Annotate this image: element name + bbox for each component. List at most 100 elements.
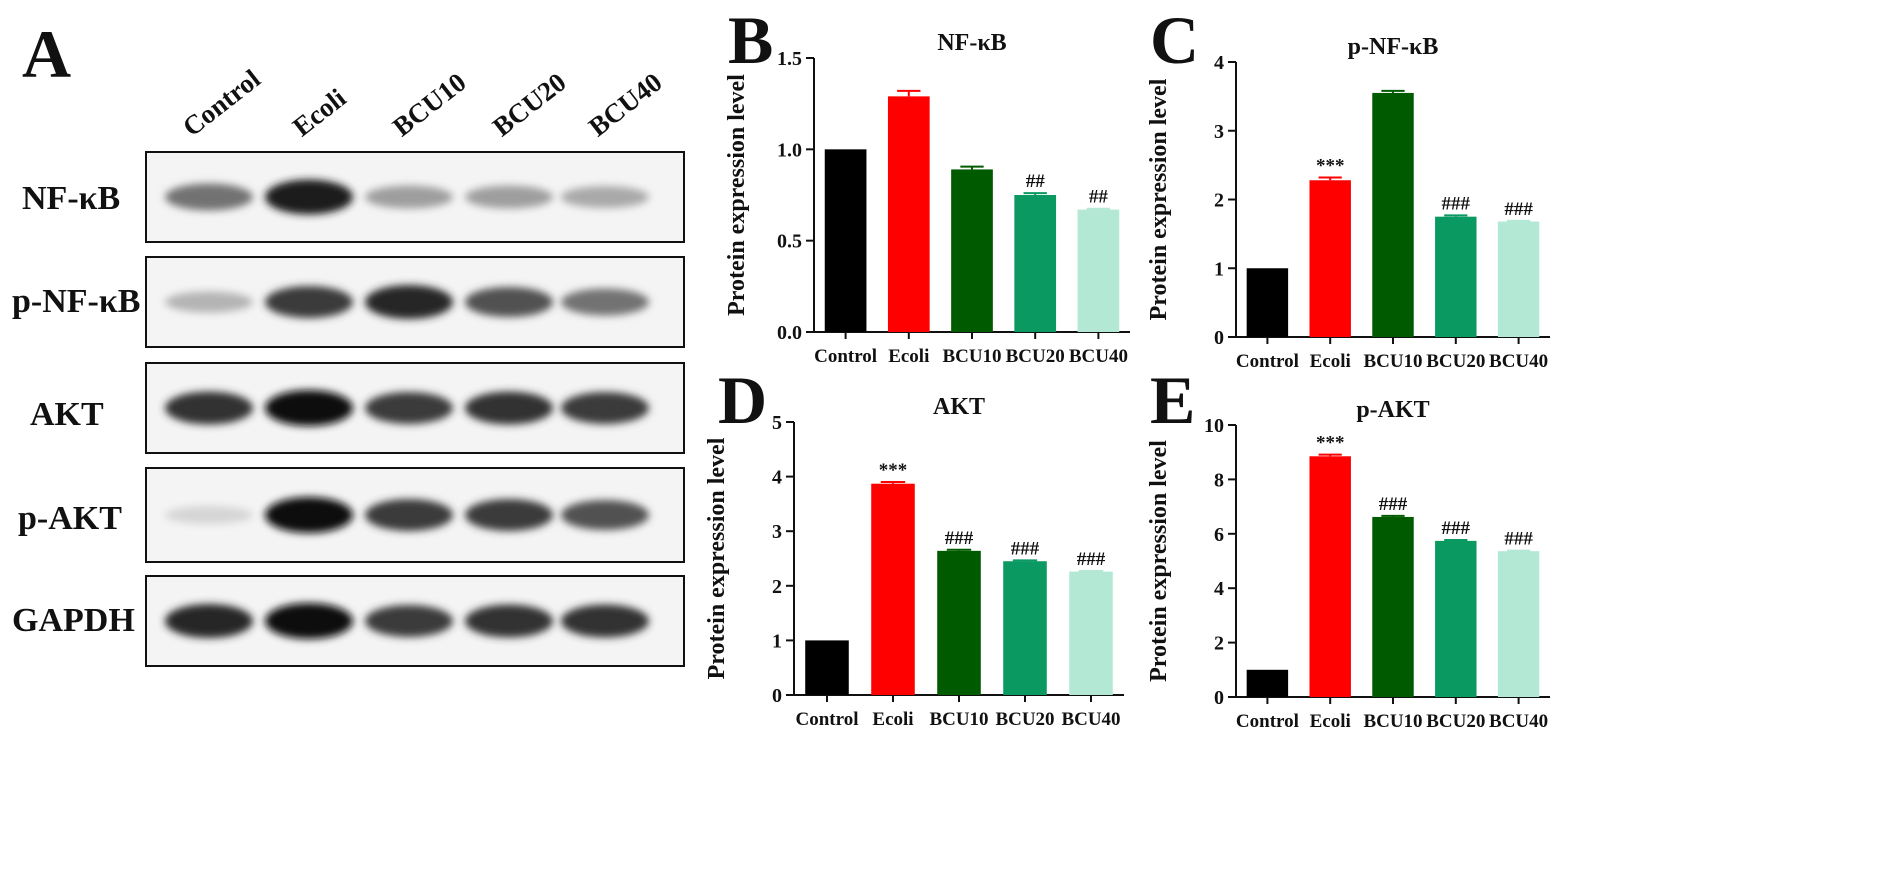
blot-band bbox=[165, 291, 253, 313]
significance-label: ### bbox=[1379, 494, 1408, 515]
blot-band bbox=[265, 286, 353, 318]
blot-band bbox=[561, 500, 649, 530]
blot-band bbox=[465, 499, 553, 531]
bar-control bbox=[1246, 669, 1289, 697]
y-axis-label: Protein expression level bbox=[724, 74, 750, 316]
panel-letter-d: D bbox=[718, 362, 768, 438]
blot-band bbox=[165, 604, 253, 638]
blot-band bbox=[265, 603, 353, 639]
x-tick-label: Control bbox=[1236, 351, 1299, 372]
bar-bcu20 bbox=[1014, 195, 1057, 332]
bar-bcu20 bbox=[1435, 216, 1477, 337]
blot-band bbox=[561, 288, 649, 316]
bar-control bbox=[805, 640, 849, 695]
x-tick-label: BCU40 bbox=[1061, 709, 1120, 730]
bar-bcu10 bbox=[1372, 516, 1414, 697]
significance-label: ### bbox=[1011, 538, 1040, 559]
y-tick-label: 0 bbox=[1214, 327, 1224, 349]
y-tick-label: 3 bbox=[1214, 121, 1224, 143]
x-tick-label: Ecoli bbox=[888, 346, 929, 367]
y-tick-label: 0 bbox=[1214, 687, 1224, 709]
blot-image-nfkb bbox=[147, 153, 683, 241]
x-tick-label: BCU40 bbox=[1489, 711, 1548, 732]
significance-label: ## bbox=[1089, 187, 1109, 208]
significance-label: ### bbox=[1504, 529, 1533, 550]
x-tick-label: BCU20 bbox=[995, 709, 1054, 730]
blot-band bbox=[165, 391, 253, 425]
x-tick-label: BCU10 bbox=[1363, 351, 1422, 372]
y-axis-label: Protein expression level bbox=[1146, 440, 1172, 682]
blot-band bbox=[365, 285, 453, 319]
y-tick-label: 1 bbox=[772, 630, 782, 652]
bar-control bbox=[824, 149, 867, 332]
y-tick-label: 0 bbox=[772, 685, 782, 707]
chart-title: AKT bbox=[933, 394, 985, 420]
y-tick-label: 1.5 bbox=[777, 48, 802, 70]
y-tick-label: 8 bbox=[1214, 469, 1224, 491]
x-tick-label: Control bbox=[796, 709, 859, 730]
significance-label: ### bbox=[1077, 549, 1106, 570]
blot-strip-p-akt bbox=[145, 467, 685, 563]
blot-image-gapdh bbox=[147, 577, 683, 665]
y-tick-label: 3 bbox=[772, 521, 782, 543]
blot-strip-gapdh bbox=[145, 575, 685, 667]
x-tick-label: BCU20 bbox=[1426, 711, 1485, 732]
blot-band bbox=[265, 390, 353, 426]
y-tick-label: 2 bbox=[1214, 190, 1224, 212]
x-tick-label: BCU20 bbox=[1006, 346, 1065, 367]
x-tick-label: Control bbox=[814, 346, 877, 367]
blot-band bbox=[265, 497, 353, 533]
bar-ecoli bbox=[1309, 180, 1351, 337]
blot-band bbox=[465, 287, 553, 317]
y-tick-label: 4 bbox=[1214, 52, 1224, 74]
chart-title: p-AKT bbox=[1356, 397, 1429, 423]
y-tick-label: 5 bbox=[772, 412, 782, 434]
y-tick-label: 2 bbox=[772, 576, 782, 598]
blot-row-label-gapdh: GAPDH bbox=[12, 602, 135, 639]
blot-image-p-akt bbox=[147, 469, 683, 561]
y-tick-label: 2 bbox=[1214, 633, 1224, 655]
x-tick-label: BCU20 bbox=[1426, 351, 1485, 372]
bar-bcu40 bbox=[1077, 209, 1120, 332]
x-tick-label: BCU10 bbox=[942, 346, 1001, 367]
chart-title: NF-κB bbox=[937, 30, 1006, 56]
blot-strip-akt bbox=[145, 362, 685, 454]
y-axis-label: Protein expression level bbox=[704, 437, 730, 679]
x-tick-label: BCU10 bbox=[929, 709, 988, 730]
x-tick-label: Ecoli bbox=[1310, 351, 1351, 372]
significance-label: *** bbox=[1316, 433, 1345, 454]
blot-band bbox=[265, 179, 353, 215]
blot-row-label-nfkb: NF-κB bbox=[22, 180, 121, 217]
blot-row-label-p-akt: p-AKT bbox=[18, 500, 122, 537]
y-tick-label: 6 bbox=[1214, 524, 1224, 546]
bar-bcu20 bbox=[1003, 561, 1047, 695]
blot-band bbox=[465, 185, 553, 209]
x-tick-label: BCU40 bbox=[1069, 346, 1128, 367]
y-tick-label: 4 bbox=[772, 467, 782, 489]
blot-strip-p-nfkb bbox=[145, 256, 685, 348]
bar-bcu40 bbox=[1069, 571, 1113, 695]
blot-band bbox=[465, 604, 553, 638]
x-tick-label: BCU10 bbox=[1363, 711, 1422, 732]
blot-band bbox=[365, 605, 453, 637]
y-tick-label: 0.0 bbox=[777, 322, 802, 344]
x-tick-label: Control bbox=[1236, 711, 1299, 732]
blot-band bbox=[365, 185, 453, 209]
bar-bcu10 bbox=[937, 550, 981, 695]
significance-label: ### bbox=[1442, 193, 1471, 214]
x-tick-label: Ecoli bbox=[1310, 711, 1351, 732]
y-tick-label: 0.5 bbox=[777, 231, 802, 253]
significance-label: *** bbox=[1316, 156, 1345, 177]
significance-label: ### bbox=[945, 528, 974, 549]
significance-label: ### bbox=[1442, 518, 1471, 539]
bar-bcu40 bbox=[1497, 221, 1540, 337]
y-axis-label: Protein expression level bbox=[1146, 78, 1172, 320]
blot-band bbox=[561, 186, 649, 208]
blot-strip-nfkb bbox=[145, 151, 685, 243]
blot-band bbox=[365, 392, 453, 424]
blot-band bbox=[165, 183, 253, 211]
y-tick-label: 4 bbox=[1214, 578, 1224, 600]
